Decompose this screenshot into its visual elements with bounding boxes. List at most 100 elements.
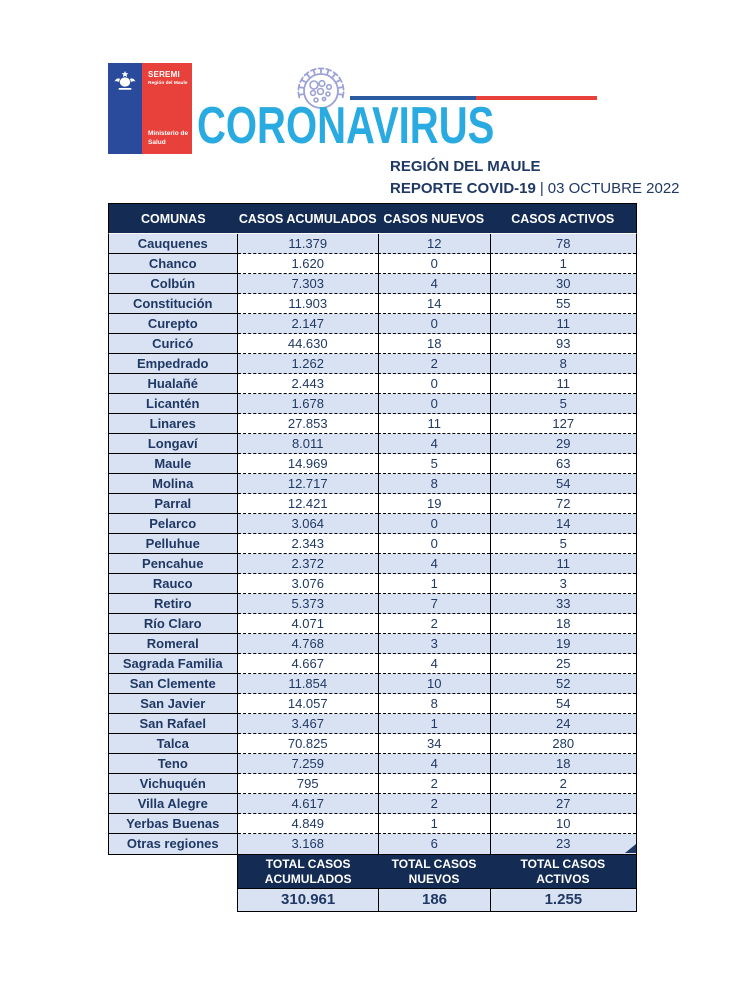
virus-icon: [297, 67, 345, 109]
casos-nuevos-cell: 0: [377, 314, 490, 334]
logo-seremi-text: SEREMI: [148, 70, 180, 79]
casos-nuevos-cell: 0: [377, 534, 490, 554]
comuna-cell: Parral: [109, 494, 238, 514]
casos-activos-cell: 54: [489, 474, 636, 494]
comuna-cell: Talca: [109, 734, 238, 754]
casos-acumulados-cell: 795: [237, 774, 378, 794]
table-row: Chanco 1.620 0 1: [109, 254, 636, 274]
casos-acumulados-cell: 2.343: [237, 534, 378, 554]
report-date: 03 OCTUBRE 2022: [547, 180, 680, 197]
column-header-comunas: COMUNAS: [140, 211, 206, 226]
chile-coat-of-arms-icon: [114, 71, 136, 90]
casos-acumulados-cell: 2.443: [237, 374, 378, 394]
accent-line-blue: [350, 96, 476, 100]
table-row: Molina 12.717 8 54: [109, 474, 636, 494]
casos-nuevos-cell: 0: [377, 394, 490, 414]
casos-activos-cell: 10: [489, 814, 636, 834]
table-row: San Javier 14.057 8 54: [109, 694, 636, 714]
casos-acumulados-cell: 4.071: [237, 614, 378, 634]
casos-acumulados-cell: 11.903: [237, 294, 378, 314]
table-row: Talca 70.825 34 280: [109, 734, 636, 754]
total-nuevos-value: 186: [378, 889, 489, 911]
table-row: Yerbas Buenas 4.849 1 10: [109, 814, 636, 834]
casos-nuevos-cell: 10: [377, 674, 490, 694]
casos-acumulados-cell: 14.057: [237, 694, 378, 714]
casos-acumulados-cell: 11.379: [237, 234, 378, 254]
seremi-maule-logo: SEREMI Región del Maule Ministerio de Sa…: [108, 63, 192, 154]
table-row: Linares 27.853 11 127: [109, 414, 636, 434]
casos-activos-cell: 93: [489, 334, 636, 354]
total-activos-label: TOTAL CASOS ACTIVOS: [520, 856, 606, 886]
table-row: Retiro 5.373 7 33: [109, 594, 636, 614]
region-title: REGIÓN DEL MAULE: [390, 158, 541, 175]
logo-region-text: Región del Maule: [148, 81, 188, 86]
casos-activos-cell: 24: [489, 714, 636, 734]
table-row: Licantén 1.678 0 5: [109, 394, 636, 414]
casos-nuevos-cell: 4: [377, 274, 490, 294]
table-row: Constitución 11.903 14 55: [109, 294, 636, 314]
table-row: Cauquenes 11.379 12 78: [109, 234, 636, 254]
totals-values-row: 310.961 186 1.255: [237, 888, 637, 912]
comuna-cell: Hualañé: [109, 374, 238, 394]
casos-acumulados-cell: 12.421: [237, 494, 378, 514]
total-activos-value: 1.255: [489, 889, 636, 911]
table-row: Curicó 44.630 18 93: [109, 334, 636, 354]
report-label: REPORTE COVID-19: [390, 180, 536, 197]
comuna-cell: Pelluhue: [109, 534, 238, 554]
casos-acumulados-cell: 44.630: [237, 334, 378, 354]
casos-acumulados-cell: 1.678: [237, 394, 378, 414]
table-row: Rauco 3.076 1 3: [109, 574, 636, 594]
casos-acumulados-cell: 7.259: [237, 754, 378, 774]
table-row: San Rafael 3.467 1 24: [109, 714, 636, 734]
comuna-cell: Curicó: [109, 334, 238, 354]
table-row: Colbún 7.303 4 30: [109, 274, 636, 294]
casos-acumulados-cell: 11.854: [237, 674, 378, 694]
casos-activos-cell: 30: [489, 274, 636, 294]
casos-acumulados-cell: 3.467: [237, 714, 378, 734]
table-row: Pencahue 2.372 4 11: [109, 554, 636, 574]
casos-nuevos-cell: 1: [377, 814, 490, 834]
casos-acumulados-cell: 5.373: [237, 594, 378, 614]
casos-acumulados-cell: 4.768: [237, 634, 378, 654]
casos-activos-cell: 18: [489, 614, 636, 634]
comuna-cell: Empedrado: [109, 354, 238, 374]
accent-line: [350, 96, 597, 100]
casos-activos-cell: 11: [489, 314, 636, 334]
table-body: Cauquenes 11.379 12 78 Chanco 1.620 0 1 …: [108, 234, 637, 855]
report-subtitle: REGIÓN DEL MAULE REPORTE COVID-19 | 03 OCT…: [390, 156, 680, 200]
casos-acumulados-cell: 4.617: [237, 794, 378, 814]
casos-acumulados-cell: 70.825: [237, 734, 378, 754]
casos-nuevos-cell: 2: [377, 794, 490, 814]
comuna-cell: Río Claro: [109, 614, 238, 634]
table-row: Hualañé 2.443 0 11: [109, 374, 636, 394]
table-row: Otras regiones 3.168 6 23: [109, 834, 636, 854]
casos-acumulados-cell: 27.853: [237, 414, 378, 434]
casos-activos-cell: 54: [489, 694, 636, 714]
comuna-cell: Villa Alegre: [109, 794, 238, 814]
totals-header-row: TOTAL CASOS ACUMULADOS TOTAL CASOS NUEVO…: [237, 854, 637, 888]
logo-red-panel: SEREMI Región del Maule Ministerio de Sa…: [142, 63, 192, 154]
casos-nuevos-cell: 18: [377, 334, 490, 354]
casos-acumulados-cell: 14.969: [237, 454, 378, 474]
total-nuevos-label: TOTAL CASOS NUEVOS: [391, 856, 477, 886]
casos-activos-cell: 5: [489, 534, 636, 554]
comuna-cell: Colbún: [109, 274, 238, 294]
casos-nuevos-cell: 0: [377, 374, 490, 394]
comuna-cell: Longaví: [109, 434, 238, 454]
coronavirus-wordmark: CORONAVIRUS: [197, 97, 495, 155]
casos-activos-cell: 52: [489, 674, 636, 694]
table-row: Río Claro 4.071 2 18: [109, 614, 636, 634]
casos-nuevos-cell: 2: [377, 354, 490, 374]
comuna-cell: Sagrada Familia: [109, 654, 238, 674]
casos-acumulados-cell: 3.064: [237, 514, 378, 534]
comuna-cell: Yerbas Buenas: [109, 814, 238, 834]
table-header-row: COMUNAS CASOS ACUMULADOS CASOS NUEVOS CA…: [108, 203, 637, 234]
comuna-cell: Teno: [109, 754, 238, 774]
casos-nuevos-cell: 19: [377, 494, 490, 514]
table-row: San Clemente 11.854 10 52: [109, 674, 636, 694]
casos-activos-cell: 25: [489, 654, 636, 674]
total-acumulados-label: TOTAL CASOS ACUMULADOS: [264, 856, 352, 886]
comuna-cell: Retiro: [109, 594, 238, 614]
total-acumulados-value: 310.961: [281, 891, 336, 908]
comuna-cell: Vichuquén: [109, 774, 238, 794]
